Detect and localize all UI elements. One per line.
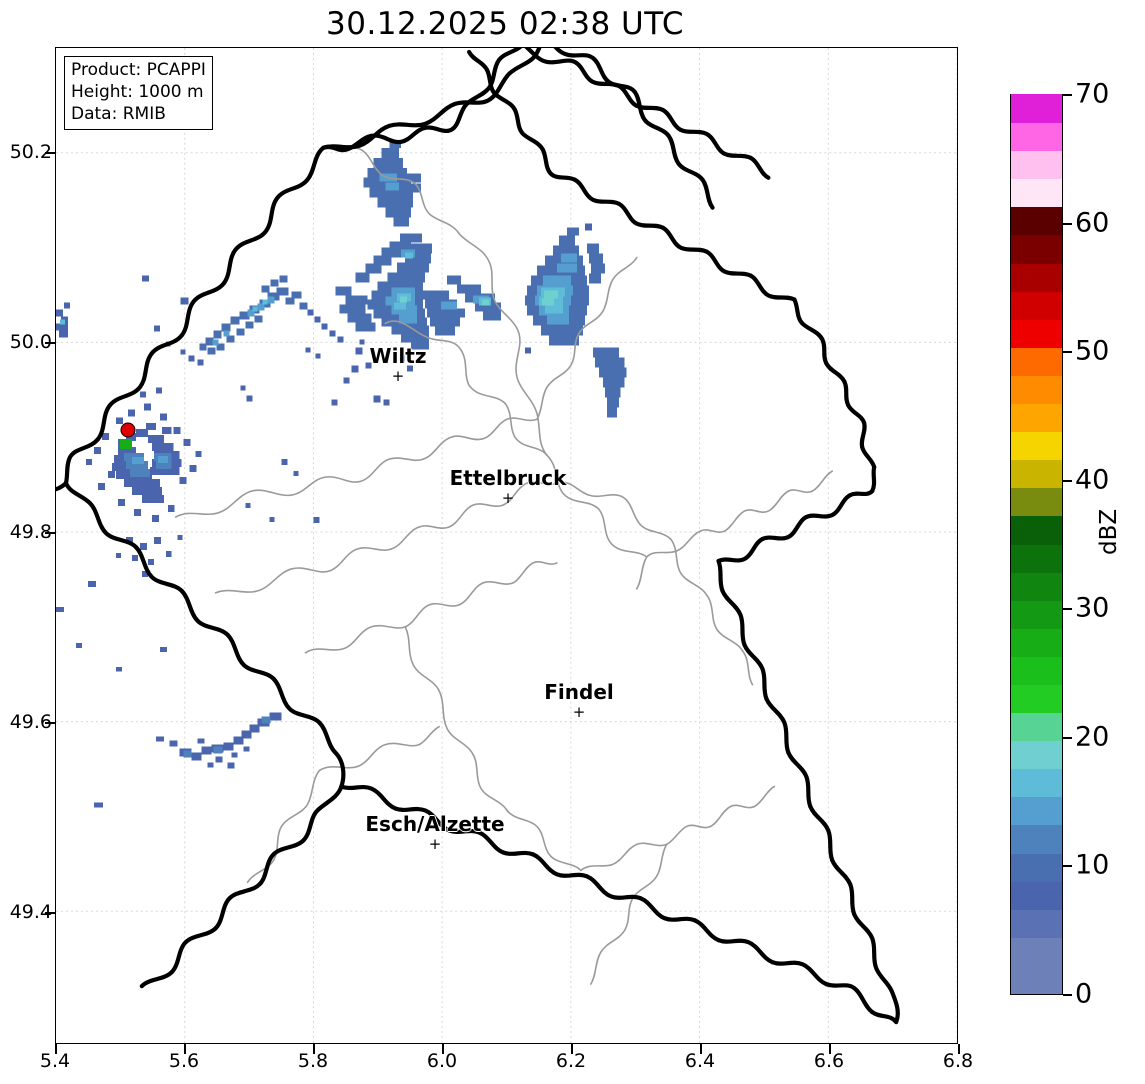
canton-boundaries [174, 146, 834, 985]
x-tick-label: 6.2 [555, 1050, 587, 1072]
colorbar-tick [1063, 737, 1072, 739]
colorbar-band [1011, 599, 1062, 629]
colorbar-band [1011, 346, 1062, 376]
colorbar-band [1011, 880, 1062, 910]
colorbar-band [1011, 402, 1062, 433]
y-tick-label: 49.6 [9, 711, 52, 733]
x-tick-label: 5.4 [39, 1050, 71, 1072]
colorbar-tick [1063, 865, 1072, 867]
colorbar-band [1011, 768, 1062, 798]
colorbar-band [1011, 150, 1062, 180]
colorbar-tick [1063, 994, 1072, 996]
y-tick-mark [45, 722, 55, 724]
colorbar-band [1011, 318, 1062, 348]
y-tick-mark [45, 342, 55, 344]
x-tick-label: 6.0 [426, 1050, 458, 1072]
x-tick-mark [313, 1044, 315, 1054]
info-product: Product: PCAPPI [71, 60, 206, 80]
colorbar-band [1011, 852, 1062, 882]
colorbar-band [1011, 796, 1062, 826]
colorbar-band [1011, 374, 1062, 405]
colorbar-tick-label: 50 [1075, 335, 1110, 367]
colorbar-tick-label: 30 [1075, 592, 1110, 624]
map-canvas [56, 48, 957, 1043]
x-tick-mark [571, 1044, 573, 1054]
colorbar-tick [1063, 94, 1072, 96]
colorbar-band [1011, 290, 1062, 320]
y-tick-mark [45, 532, 55, 534]
colorbar-axis-label: dBZ [1096, 508, 1122, 555]
colorbar-band [1011, 431, 1062, 461]
colorbar-band [1011, 262, 1062, 292]
gridlines [56, 48, 957, 1043]
colorbar-band [1011, 93, 1062, 124]
national-border [56, 48, 900, 1025]
colorbar-band [1011, 571, 1062, 601]
x-tick-label: 6.4 [684, 1050, 716, 1072]
colorbar-band [1011, 122, 1062, 152]
colorbar-band [1011, 824, 1062, 854]
colorbar-band [1011, 206, 1062, 236]
international-border-north [321, 48, 715, 210]
x-tick-label: 5.8 [297, 1050, 329, 1072]
colorbar-tick-label: 20 [1075, 721, 1110, 753]
radar-site-marker [120, 422, 136, 438]
x-tick-label: 5.6 [168, 1050, 200, 1072]
x-tick-mark [184, 1044, 186, 1054]
y-tick-mark [45, 912, 55, 914]
colorbar-band [1011, 740, 1062, 770]
colorbar-tick [1063, 351, 1072, 353]
x-tick-label: 6.8 [942, 1050, 974, 1072]
product-info-box: Product: PCAPPI Height: 1000 m Data: RMI… [64, 56, 213, 131]
radar-echoes [56, 139, 627, 808]
colorbar-band [1011, 711, 1062, 742]
colorbar-tick [1063, 608, 1072, 610]
colorbar-tick-label: 0 [1075, 978, 1093, 1010]
map-plot-area[interactable]: Wiltz + Ettelbruck + Findel + Esch/Alzet… [55, 47, 958, 1044]
colorbar-band [1011, 178, 1062, 208]
colorbar-tick [1063, 223, 1072, 225]
colorbar-band [1011, 515, 1062, 545]
colorbar-band [1011, 459, 1062, 489]
colorbar-tick-label: 10 [1075, 849, 1110, 881]
x-tick-mark [829, 1044, 831, 1054]
y-tick-label: 50.0 [9, 331, 52, 353]
colorbar[interactable] [1010, 93, 1063, 995]
colorbar-band [1011, 655, 1062, 685]
colorbar-band [1011, 683, 1062, 714]
colorbar-tick-label: 70 [1075, 78, 1110, 110]
colorbar-tick [1063, 480, 1072, 482]
x-tick-mark [700, 1044, 702, 1054]
page-title: 30.12.2025 02:38 UTC [326, 6, 684, 42]
colorbar-band [1011, 908, 1062, 938]
colorbar-tick-label: 40 [1075, 464, 1110, 496]
y-tick-mark [45, 152, 55, 154]
colorbar-band [1011, 487, 1062, 517]
colorbar-band [1011, 543, 1062, 573]
colorbar-band [1011, 234, 1062, 264]
x-tick-mark [958, 1044, 960, 1054]
colorbar-band [1011, 627, 1062, 657]
info-height: Height: 1000 m [71, 81, 204, 102]
x-tick-mark [442, 1044, 444, 1054]
x-tick-mark [55, 1044, 57, 1054]
info-data: Data: RMIB [71, 103, 166, 124]
colorbar-band [1011, 964, 1062, 994]
colorbar-tick-label: 60 [1075, 207, 1110, 239]
y-tick-label: 49.4 [9, 901, 52, 923]
y-tick-label: 50.2 [9, 141, 52, 163]
y-tick-label: 49.8 [9, 521, 52, 543]
x-tick-label: 6.6 [813, 1050, 845, 1072]
colorbar-band [1011, 936, 1062, 966]
